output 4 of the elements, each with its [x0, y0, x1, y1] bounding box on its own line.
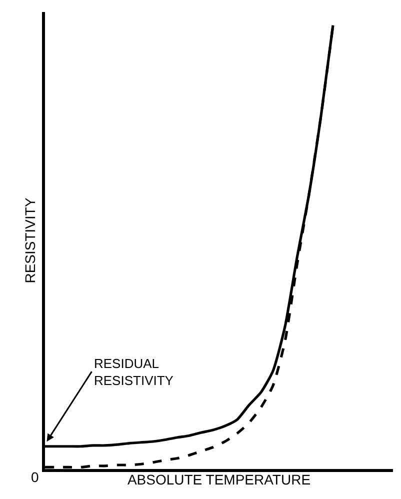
- text: 0: [31, 469, 39, 485]
- annotation: RESIDUAL RESISTIVITY: [94, 356, 174, 388]
- x-axis-title: ABSOLUTE TEMPERATURE: [127, 471, 311, 488]
- y-axis-title: RESISTIVITY: [22, 197, 38, 284]
